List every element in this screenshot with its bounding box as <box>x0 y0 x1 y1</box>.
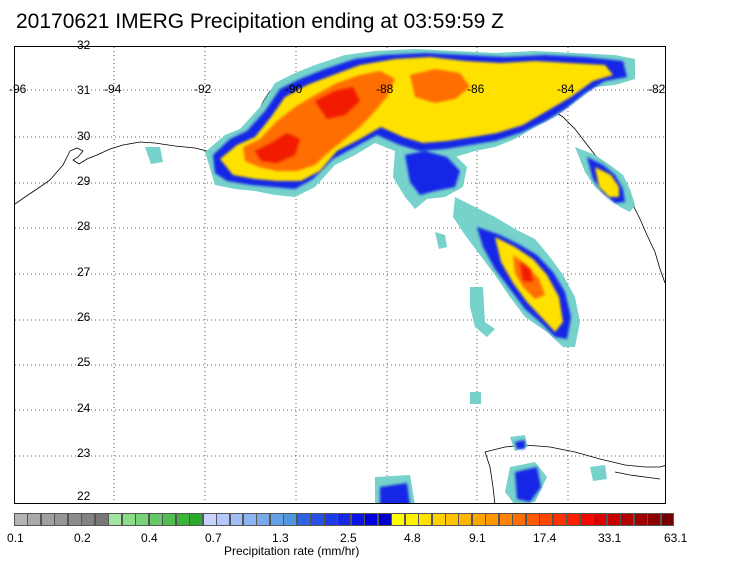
map-title: 20170621 IMERG Precipitation ending at 0… <box>16 10 504 33</box>
colorbar-swatch <box>296 513 311 526</box>
colorbar-swatch <box>40 513 55 526</box>
colorbar-swatch <box>229 513 244 526</box>
colorbar-swatch <box>404 513 419 526</box>
colorbar-swatch <box>377 513 392 526</box>
colorbar-swatch <box>364 513 379 526</box>
colorbar-swatch <box>189 513 204 526</box>
colorbar-swatch <box>323 513 338 526</box>
colorbar-swatch <box>512 513 527 526</box>
colorbar-tick-label: 0.4 <box>141 531 158 545</box>
colorbar-swatch <box>579 513 594 526</box>
colorbar-tick-label: 0.1 <box>7 531 24 545</box>
precipitation-map <box>14 46 666 504</box>
colorbar-swatch <box>216 513 230 526</box>
colorbar-swatch <box>458 513 473 526</box>
colorbar-swatch <box>391 513 406 526</box>
colorbar-swatch <box>525 513 540 526</box>
lat-label: 26 <box>77 310 91 324</box>
colorbar-swatch <box>283 513 298 526</box>
colorbar-tick-label: 4.8 <box>404 531 421 545</box>
colorbar-swatch <box>54 513 69 526</box>
colorbar-swatch <box>148 513 163 526</box>
lon-label: -90 <box>285 82 303 96</box>
precipitation-colorbar <box>14 513 675 526</box>
lat-label: 32 <box>77 38 91 52</box>
colorbar-tick-label: 0.2 <box>74 531 91 545</box>
colorbar-swatch <box>27 513 42 526</box>
lat-label: 27 <box>77 265 91 279</box>
colorbar-swatch <box>552 513 567 526</box>
lat-label: 31 <box>77 83 91 97</box>
colorbar-swatch <box>593 513 608 526</box>
lat-label: 22 <box>77 489 91 503</box>
colorbar-swatch <box>620 513 635 526</box>
colorbar-swatch <box>121 513 136 526</box>
lon-label: -92 <box>194 82 212 96</box>
colorbar-swatch <box>14 513 28 526</box>
colorbar-swatch <box>202 513 217 526</box>
colorbar-swatch <box>471 513 486 526</box>
colorbar-tick-label: 0.7 <box>205 531 222 545</box>
colorbar-swatch <box>81 513 96 526</box>
colorbar-swatch <box>162 513 177 526</box>
colorbar-swatch <box>337 513 352 526</box>
colorbar-swatch <box>94 513 109 526</box>
colorbar-swatch <box>566 513 581 526</box>
colorbar-swatch <box>175 513 190 526</box>
lon-label: -94 <box>104 82 122 96</box>
lon-label: -88 <box>376 82 394 96</box>
colorbar-swatch <box>135 513 150 526</box>
colorbar-swatch <box>418 513 433 526</box>
colorbar-swatch <box>108 513 123 526</box>
colorbar-swatch <box>539 513 554 526</box>
colorbar-swatch <box>606 513 621 526</box>
lat-label: 24 <box>77 401 91 415</box>
colorbar-tick-label: 1.3 <box>272 531 289 545</box>
lat-label: 23 <box>77 446 91 460</box>
colorbar-swatch <box>498 513 513 526</box>
colorbar-tick-label: 2.5 <box>340 531 357 545</box>
lat-label: 28 <box>77 219 91 233</box>
colorbar-swatch <box>67 513 82 526</box>
lat-label: 29 <box>77 174 91 188</box>
colorbar-tick-label: 17.4 <box>533 531 557 545</box>
colorbar-swatch <box>660 513 675 526</box>
colorbar-swatch <box>633 513 648 526</box>
precip-extreme <box>255 87 533 282</box>
lat-label: 30 <box>77 129 91 143</box>
colorbar-swatch <box>647 513 662 526</box>
colorbar-swatch <box>431 513 446 526</box>
lat-label: 25 <box>77 355 91 369</box>
colorbar-title: Precipitation rate (mm/hr) <box>224 544 360 558</box>
colorbar-swatch <box>242 513 257 526</box>
lon-label: -96 <box>9 82 27 96</box>
lon-label: -84 <box>557 82 575 96</box>
colorbar-tick-label: 33.1 <box>598 531 622 545</box>
colorbar-swatch <box>256 513 271 526</box>
lon-label: -86 <box>467 82 485 96</box>
colorbar-swatch <box>485 513 500 526</box>
colorbar-tick-label: 9.1 <box>469 531 486 545</box>
colorbar-tick-label: 63.1 <box>664 531 688 545</box>
colorbar-swatch <box>445 513 459 526</box>
map-canvas <box>15 47 665 503</box>
colorbar-swatch <box>269 513 284 526</box>
lon-label: -82 <box>648 82 666 96</box>
colorbar-swatch <box>310 513 325 526</box>
colorbar-swatch <box>350 513 365 526</box>
